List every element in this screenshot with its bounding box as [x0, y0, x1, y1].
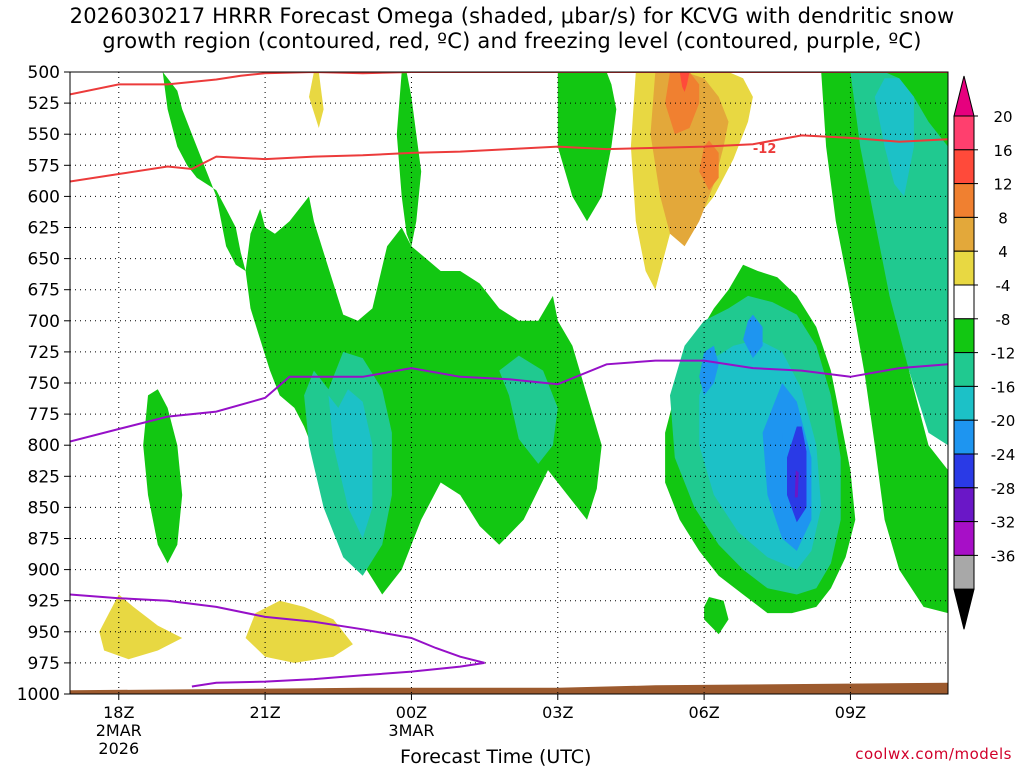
y-axis: 500 525 550 575 600 625 650 675 700 725 750 775 800 8… — [17, 63, 70, 705]
colorbar-label-10: -24 — [991, 446, 1016, 464]
colorbar-label-9: -20 — [991, 412, 1016, 430]
colorbar-label-2: 12 — [993, 176, 1012, 194]
colorbar-label-8: -16 — [991, 378, 1016, 396]
colorbar-segment-2 — [953, 183, 975, 218]
y-tick-label-500: 500 — [28, 63, 60, 83]
y-tick-label-750: 750 — [28, 374, 60, 394]
terrain-layer — [70, 682, 948, 694]
colorbar-segment-6 — [953, 318, 975, 354]
colorbar-segment-8 — [953, 385, 975, 421]
y-tick-label-775: 775 — [28, 405, 60, 425]
colorbar-segment-12 — [953, 521, 975, 556]
colorbar-top-arrow — [953, 75, 975, 117]
dgz-contour-1 — [70, 134, 948, 183]
colorbar-label-4: 4 — [998, 243, 1008, 261]
x-tick-label-09Z: 09Z — [835, 703, 866, 722]
colorbar-segment-13 — [953, 554, 975, 590]
colorbar-label-0: 20 — [993, 108, 1012, 126]
y-tick-label-875: 875 — [28, 530, 60, 550]
omega-region-24 — [245, 600, 353, 663]
y-tick-label-950: 950 — [28, 623, 60, 643]
y-tick-label-675: 675 — [28, 281, 60, 301]
colorbar-label-3: 8 — [998, 209, 1008, 227]
x-tick-label-18Z: 18Z — [103, 703, 134, 722]
chart-title-line-1: 2026030217 HRRR Forecast Omega (shaded, … — [69, 4, 955, 28]
credit-link[interactable]: coolwx.com/models — [855, 745, 1012, 763]
freezing-level-line-1 — [70, 593, 485, 688]
omega-region-3 — [557, 72, 617, 222]
chart-title-line-2: growth region (contoured, red, ºC) and f… — [102, 29, 922, 53]
dgz-contour-label-1: -12 — [753, 142, 777, 157]
x-tick-year-18Z: 2026 — [98, 739, 139, 758]
colorbar-label-5: -4 — [996, 277, 1011, 295]
omega-region-20 — [794, 470, 799, 498]
colorbar-segment-7 — [953, 352, 975, 387]
colorbar-segment-0 — [953, 115, 975, 151]
x-tick-label-21Z: 21Z — [249, 703, 280, 722]
dgz-contour-0 — [70, 72, 948, 96]
colorbar-label-12: -32 — [991, 514, 1016, 532]
omega-region-22 — [309, 72, 324, 128]
y-tick-label-900: 900 — [28, 561, 60, 581]
x-tick-label-03Z: 03Z — [542, 703, 573, 722]
omega-region-5 — [704, 597, 729, 635]
y-tick-label-525: 525 — [28, 94, 60, 114]
x-tick-date-00Z: 3MAR — [388, 721, 434, 740]
omega-region-4 — [143, 389, 183, 564]
x-tick-label-06Z: 06Z — [688, 703, 719, 722]
x-tick-label-00Z: 00Z — [396, 703, 427, 722]
omega-region-14 — [874, 78, 914, 197]
colorbar-label-1: 16 — [993, 142, 1012, 160]
colorbar-label-13: -36 — [991, 547, 1016, 565]
colorbar-segment-1 — [953, 149, 975, 185]
omega-region-17 — [743, 314, 763, 359]
colorbar-segment-5 — [953, 284, 975, 320]
omega-region-2 — [396, 72, 422, 247]
y-tick-label-975: 975 — [28, 654, 60, 674]
terrain-surface — [70, 682, 948, 694]
y-tick-label-600: 600 — [28, 187, 60, 207]
freezing-level-line-0 — [70, 359, 948, 443]
colorbar-bottom-arrow — [953, 588, 975, 630]
omega-region-0 — [162, 72, 246, 271]
colorbar: 20 16 12 8 4 -4 -8 -12 -16 -20 -24 -28 -32 -36 — [953, 75, 1016, 630]
colorbar-label-11: -28 — [991, 480, 1016, 498]
colorbar-segment-10 — [953, 453, 975, 489]
dgz-contour-layer: -12 — [70, 72, 948, 183]
x-axis-label: Forecast Time (UTC) — [400, 746, 592, 768]
chart-title: 2026030217 HRRR Forecast Omega (shaded, … — [0, 4, 1024, 54]
y-tick-label-650: 650 — [28, 250, 60, 270]
y-tick-label-850: 850 — [28, 498, 60, 518]
colorbar-segment-4 — [953, 250, 975, 286]
freezing-level-layer — [70, 359, 948, 688]
omega-region-26 — [665, 72, 700, 135]
omega-region-23 — [99, 594, 183, 660]
colorbar-segment-9 — [953, 419, 975, 455]
omega-region-11 — [850, 72, 948, 446]
y-tick-label-575: 575 — [28, 156, 60, 176]
y-tick-label-550: 550 — [28, 125, 60, 145]
y-tick-label-1000: 1000 — [17, 685, 60, 705]
y-tick-label-725: 725 — [28, 343, 60, 363]
colorbar-label-7: -12 — [991, 345, 1016, 363]
omega-region-12 — [328, 389, 373, 539]
gridlines — [70, 72, 948, 694]
x-tick-date-18Z: 2MAR — [96, 721, 142, 740]
y-tick-label-625: 625 — [28, 219, 60, 239]
y-tick-label-700: 700 — [28, 312, 60, 332]
y-tick-label-825: 825 — [28, 467, 60, 487]
colorbar-segment-3 — [953, 216, 975, 252]
y-tick-label-800: 800 — [28, 436, 60, 456]
colorbar-label-6: -8 — [996, 311, 1011, 329]
colorbar-segment-11 — [953, 487, 975, 523]
y-tick-label-925: 925 — [28, 592, 60, 612]
omega-region-28 — [679, 72, 690, 92]
